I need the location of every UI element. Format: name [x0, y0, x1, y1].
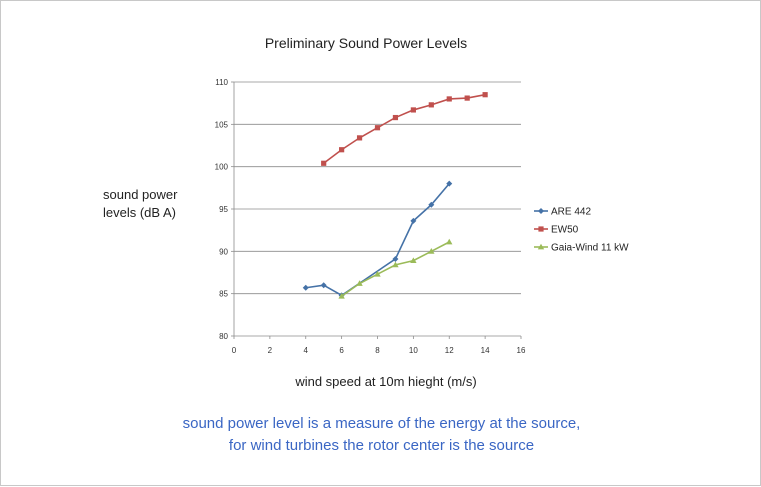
y-tick-label: 100: [215, 163, 229, 172]
series-ew50: [321, 92, 488, 166]
data-point: [392, 255, 399, 262]
series-line: [341, 241, 450, 297]
series-line: [323, 93, 486, 164]
y-tick-label: 80: [219, 332, 228, 341]
legend-label: Gaia-Wind 11 kW: [551, 243, 629, 254]
legend: ARE 442 EW50 Gaia-Wind 11 kW: [534, 207, 629, 254]
y-tick-label: 95: [219, 205, 228, 214]
data-point: [410, 257, 417, 264]
y-tick-label: 85: [219, 290, 228, 299]
y-axis-label-line-2: levels (dB A): [103, 205, 176, 220]
caption-line-2: for wind turbines the rotor center is th…: [228, 437, 535, 454]
data-point: [446, 180, 453, 187]
legend-label: EW50: [551, 225, 579, 236]
data-point: [464, 95, 470, 101]
legend-entry: EW50: [534, 225, 579, 236]
data-point: [356, 135, 363, 141]
x-tick-label: 6: [339, 346, 344, 355]
tick-labels: 80 85 90 95 100 105 110 0 2 4 6 8 10 12 14 16: [215, 78, 526, 355]
data-point: [410, 217, 417, 224]
y-tick-label: 105: [215, 120, 229, 129]
axes: [231, 81, 522, 339]
data-point: [392, 261, 399, 268]
data-point: [392, 114, 399, 121]
data-point: [428, 201, 435, 208]
data-point: [428, 248, 435, 254]
x-tick-label: 10: [409, 346, 418, 355]
data-point: [374, 270, 381, 277]
data-point: [538, 208, 544, 214]
data-point: [538, 226, 544, 232]
data-point: [356, 280, 363, 286]
data-point: [428, 102, 434, 108]
data-point: [410, 107, 416, 113]
data-point: [320, 282, 327, 289]
caption: sound power level is a measure of the en…: [1, 413, 761, 457]
series-are-442: [302, 180, 453, 299]
x-tick-label: 16: [517, 346, 526, 355]
data-point: [482, 92, 488, 98]
legend-entry: Gaia-Wind 11 kW: [534, 243, 629, 254]
data-point: [446, 96, 452, 102]
data-point: [374, 125, 381, 131]
x-tick-label: 14: [481, 346, 490, 355]
x-tick-label: 8: [375, 346, 380, 355]
series-line: [305, 183, 450, 297]
data-point: [321, 160, 327, 166]
x-tick-label: 2: [268, 346, 273, 355]
x-tick-label: 12: [445, 346, 454, 355]
chart-title: Preliminary Sound Power Levels: [265, 35, 467, 51]
data-point: [446, 238, 453, 245]
x-tick-label: 4: [304, 346, 309, 355]
caption-line-1: sound power level is a measure of the en…: [182, 415, 581, 432]
series-gaia-wind-11-kw: [338, 238, 453, 299]
y-tick-label: 110: [215, 78, 228, 87]
legend-entry: ARE 442: [534, 207, 591, 218]
data-point: [338, 292, 345, 299]
gridlines: [234, 81, 521, 295]
series-group: [302, 92, 488, 299]
y-tick-label: 90: [219, 247, 228, 256]
data-point: [537, 243, 545, 250]
data-point: [339, 147, 345, 153]
legend-label: ARE 442: [551, 207, 591, 218]
x-tick-label: 0: [232, 346, 237, 355]
data-point: [302, 284, 309, 291]
y-axis-label-line-1: sound power: [103, 187, 178, 202]
x-axis-label: wind speed at 10m hieght (m/s): [294, 374, 476, 389]
